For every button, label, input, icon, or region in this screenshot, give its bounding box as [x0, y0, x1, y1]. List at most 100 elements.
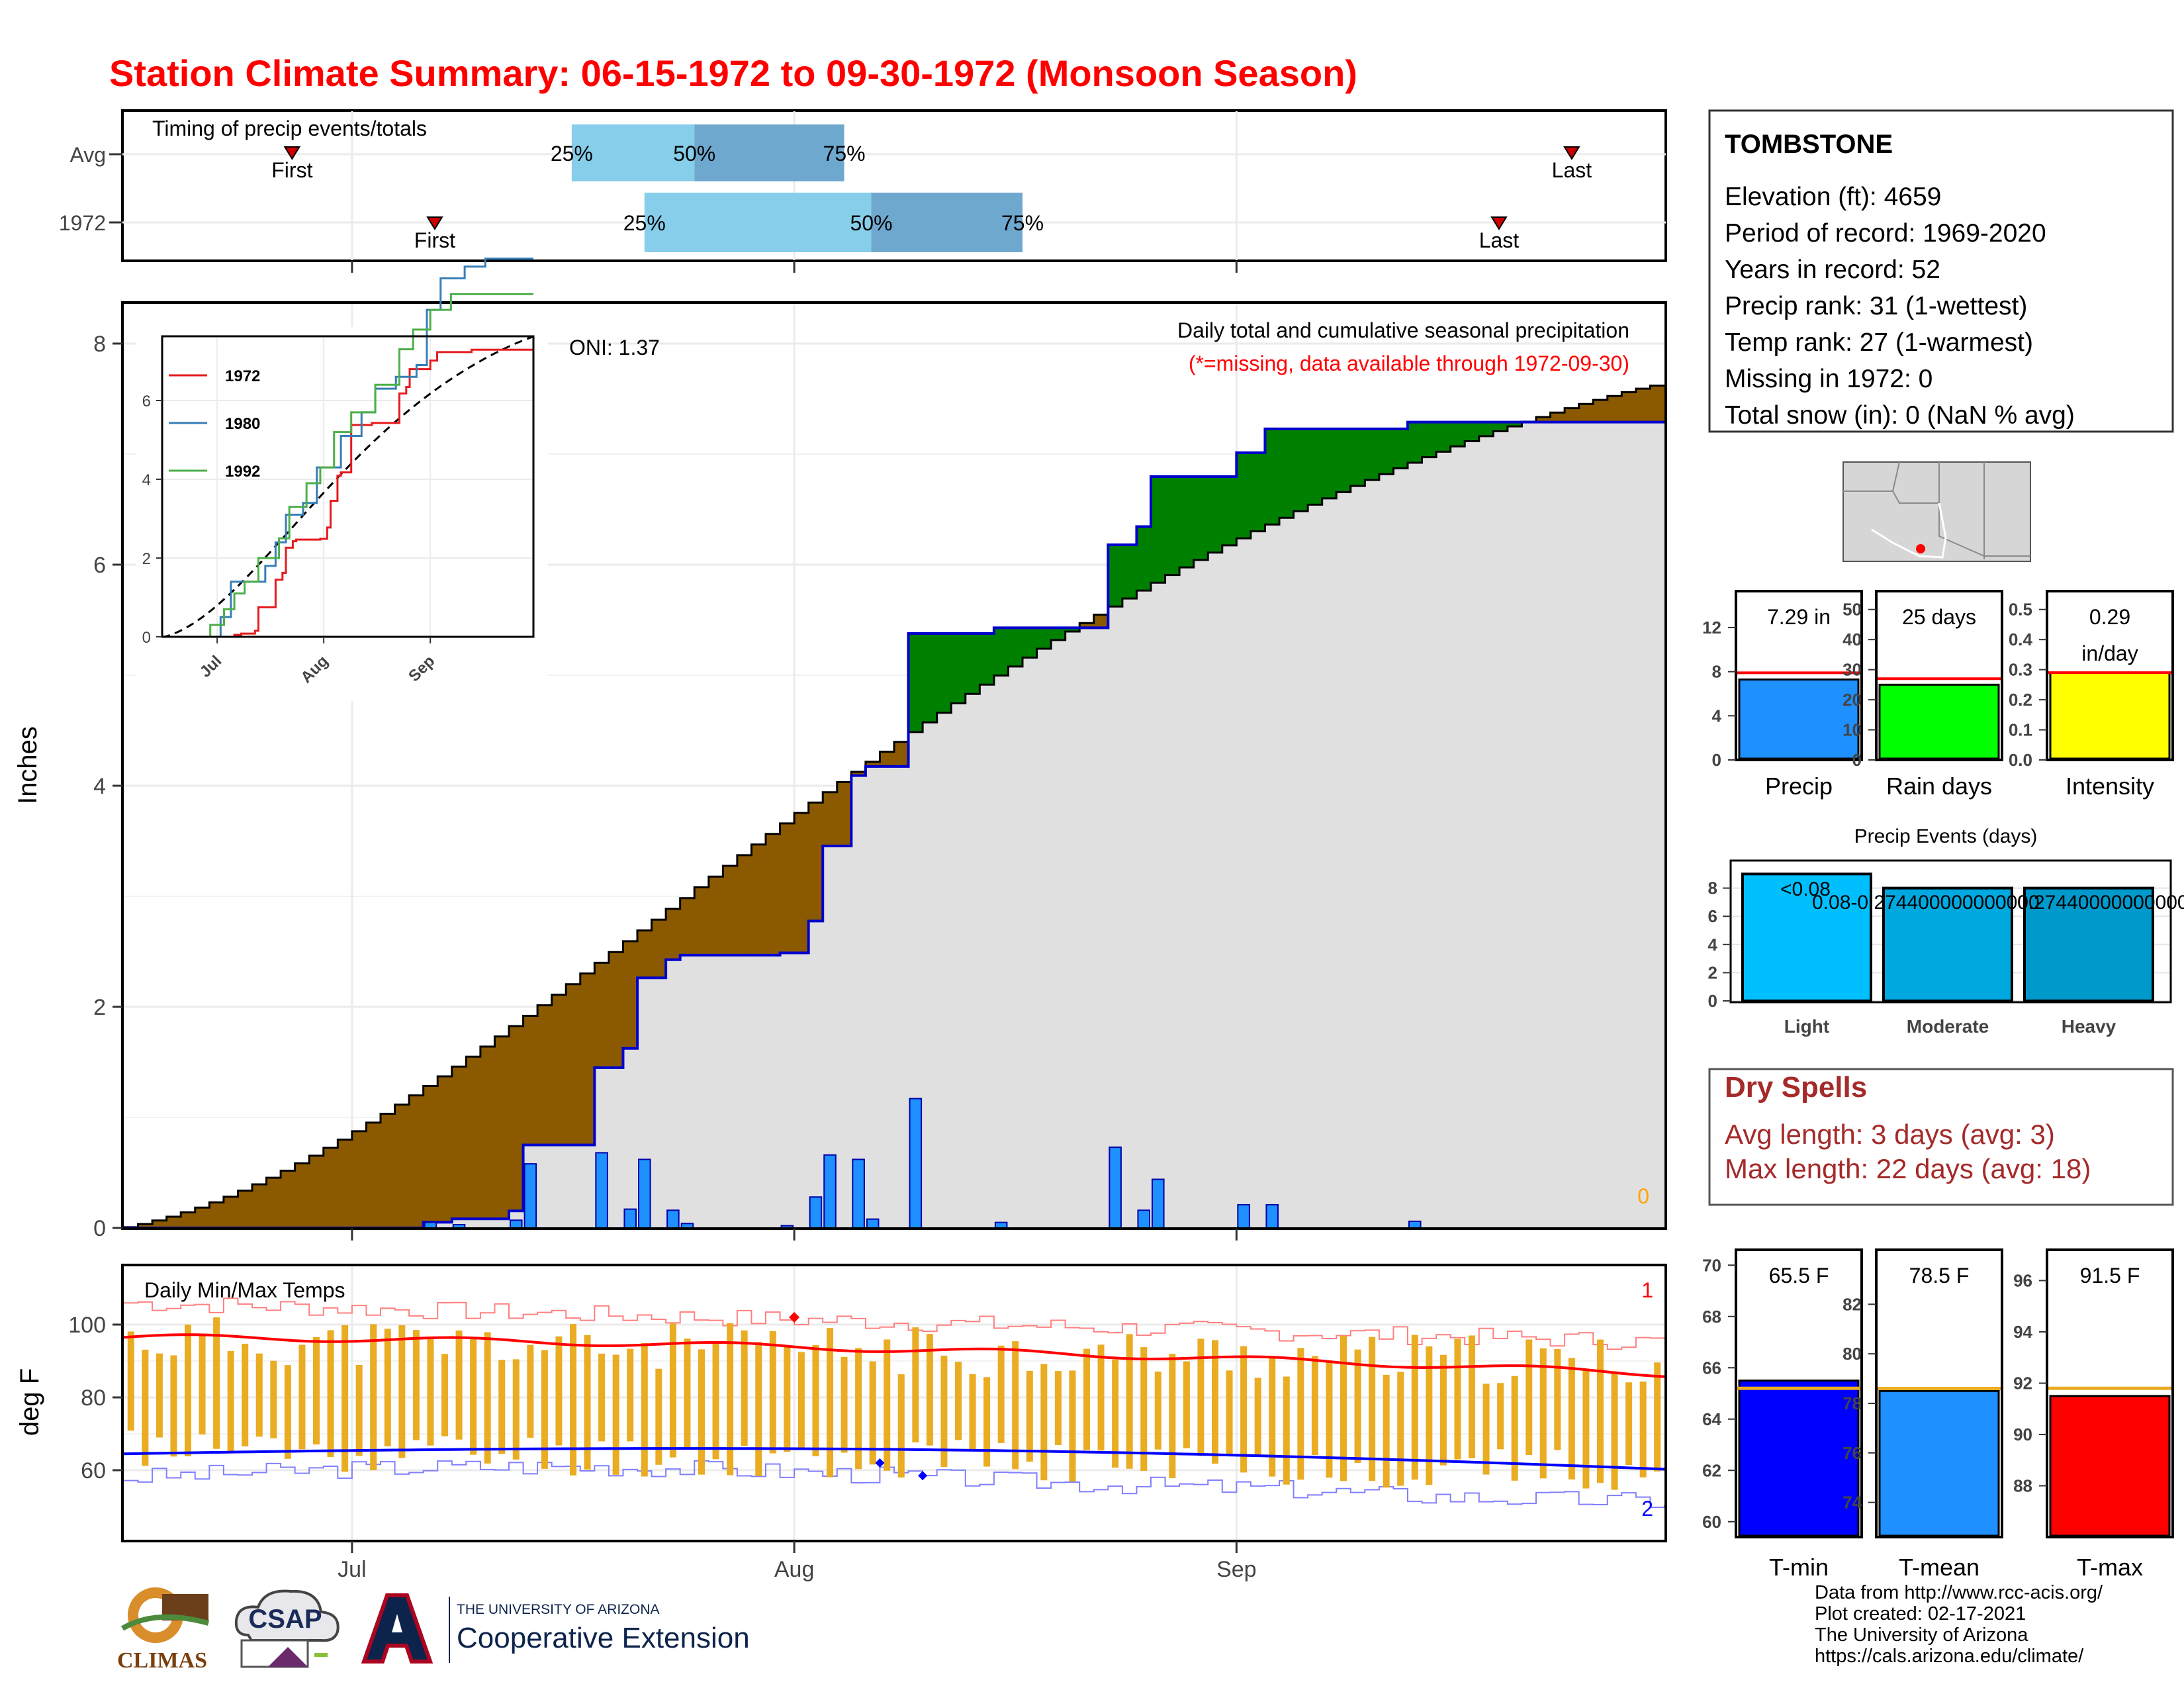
credits: Data from http://www.rcc-acis.org/ Plot … [1815, 1582, 2103, 1667]
csap-logo-text: CSAP [248, 1605, 322, 1634]
daily-temp-bar [641, 1342, 648, 1477]
daily-temp-bar [912, 1327, 919, 1442]
daily-temp-bar [1568, 1358, 1575, 1479]
deficit-fill [295, 1163, 310, 1228]
temp-panel-background [122, 1265, 1666, 1541]
main-base-fill [1336, 492, 1351, 1228]
main-base-fill [1578, 422, 1594, 1228]
daily-temp-bar [769, 1331, 776, 1454]
main-base-fill [1122, 598, 1138, 1228]
main-base-fill [1151, 583, 1166, 1228]
small-bar-label-1: Rain days [1886, 773, 1992, 800]
surplus-fill [1193, 476, 1208, 560]
main-base-fill [951, 703, 966, 1228]
daily-temp-bar [255, 1353, 263, 1437]
daily-temp-bar [926, 1334, 933, 1446]
main-base-fill [494, 1219, 510, 1228]
small-bar-tick-2-1: 0.1 [2009, 720, 2032, 740]
main-panel-subtitle: (*=missing, data available through 1972-… [1189, 352, 1629, 375]
daily-precip-bar [866, 1218, 880, 1229]
daily-temp-bar [470, 1337, 477, 1455]
precip-events-label-moderate: 0.08-0.274400000000000 [1812, 892, 2040, 914]
daily-precip-bar [523, 1163, 537, 1229]
daily-temp-bar [1426, 1346, 1433, 1485]
deficit-fill [637, 930, 653, 978]
small-bar-label-0: Precip [1765, 773, 1833, 800]
main-base-fill [1293, 511, 1308, 1228]
temp-record-low-line [124, 1460, 1665, 1509]
deficit-fill [1593, 400, 1608, 422]
deficit-fill [580, 973, 595, 1145]
temp-record-low-marker-0 [875, 1458, 885, 1468]
deficit-fill [1578, 404, 1594, 422]
daily-temp-bar [727, 1323, 734, 1476]
main-base-fill [1008, 666, 1023, 1228]
surplus-fill [1236, 452, 1251, 539]
deficit-fill [780, 823, 795, 953]
deficit-fill [694, 887, 709, 955]
timing-row-label-1972: 1972 [59, 211, 106, 235]
deficit-fill [708, 876, 723, 955]
daily-precip-bar [595, 1152, 608, 1229]
csap-logo: CSAP [228, 1582, 347, 1681]
surplus-fill [936, 633, 952, 713]
small-bar-fill-1 [1878, 683, 2000, 760]
surplus-fill [979, 633, 995, 685]
main-base-fill [694, 955, 709, 1228]
main-base-fill [1607, 422, 1622, 1228]
daily-temp-bar [1226, 1370, 1233, 1455]
main-base-fill [1650, 422, 1665, 1228]
main-base-fill [923, 722, 938, 1228]
temp-bar-tick-0-2: 64 [1702, 1409, 1721, 1429]
deficit-fill [865, 761, 881, 767]
daily-temp-bar [1012, 1341, 1019, 1470]
main-base-fill [1036, 649, 1052, 1228]
deficit-fill [737, 855, 752, 955]
daily-temp-bar [555, 1336, 563, 1446]
precip-events-label-heavy: 0.274400000000000000 [2017, 892, 2184, 914]
daily-precip-bar [852, 1158, 865, 1229]
daily-temp-bar [570, 1324, 576, 1476]
deficit-fill [1093, 614, 1109, 628]
precip-events-tick-8: 8 [1708, 878, 1717, 898]
daily-temp-bar [755, 1342, 762, 1476]
timing-row-label-avg: Avg [69, 143, 106, 167]
daily-temp-bar [997, 1345, 1005, 1443]
main-base-fill [1507, 426, 1523, 1228]
temp-record-high-line [124, 1297, 1665, 1350]
main-base-fill [1365, 480, 1380, 1229]
deficit-fill [794, 813, 809, 953]
surplus-fill [1036, 628, 1052, 649]
small-bar-value-1: 25 days [1902, 605, 1976, 629]
daily-precip-bar [1137, 1209, 1151, 1229]
temp-bar-tick-2-0: 88 [2013, 1476, 2032, 1496]
temp-record-low-marker-1 [918, 1471, 928, 1481]
station-temp-rank: Temp rank: 27 (1-warmest) [1725, 328, 2033, 357]
deficit-fill [166, 1216, 181, 1228]
temp-bar-tick-1-2: 78 [1843, 1393, 1862, 1413]
precip-events-tick-2: 2 [1708, 962, 1717, 982]
daily-temp-bar [797, 1352, 805, 1450]
daily-temp-bar [855, 1348, 862, 1470]
timing-avg-first-marker [283, 146, 301, 160]
surplus-fill [1493, 422, 1508, 432]
main-base-fill [851, 775, 866, 1228]
deficit-fill [594, 962, 610, 1068]
small-bar-label-2: Intensity [2066, 773, 2154, 800]
daily-temp-bar [684, 1338, 691, 1449]
daily-temp-bar [869, 1361, 876, 1465]
daily-temp-bar [512, 1359, 520, 1460]
credit-university: The University of Arizona [1815, 1624, 2028, 1646]
deficit-fill [451, 1066, 467, 1219]
deficit-fill [209, 1202, 224, 1228]
daily-temp-bar [669, 1323, 676, 1458]
daily-temp-bar [1212, 1340, 1218, 1464]
daily-precip-bar [680, 1223, 694, 1229]
timing-1972-first-marker [426, 216, 443, 230]
daily-temp-bar [1197, 1338, 1205, 1456]
deficit-fill [480, 1047, 496, 1219]
station-snow: Total snow (in): 0 (NaN % avg) [1725, 401, 2075, 430]
daily-temp-bar [1169, 1354, 1176, 1479]
daily-temp-bar [1497, 1383, 1504, 1450]
